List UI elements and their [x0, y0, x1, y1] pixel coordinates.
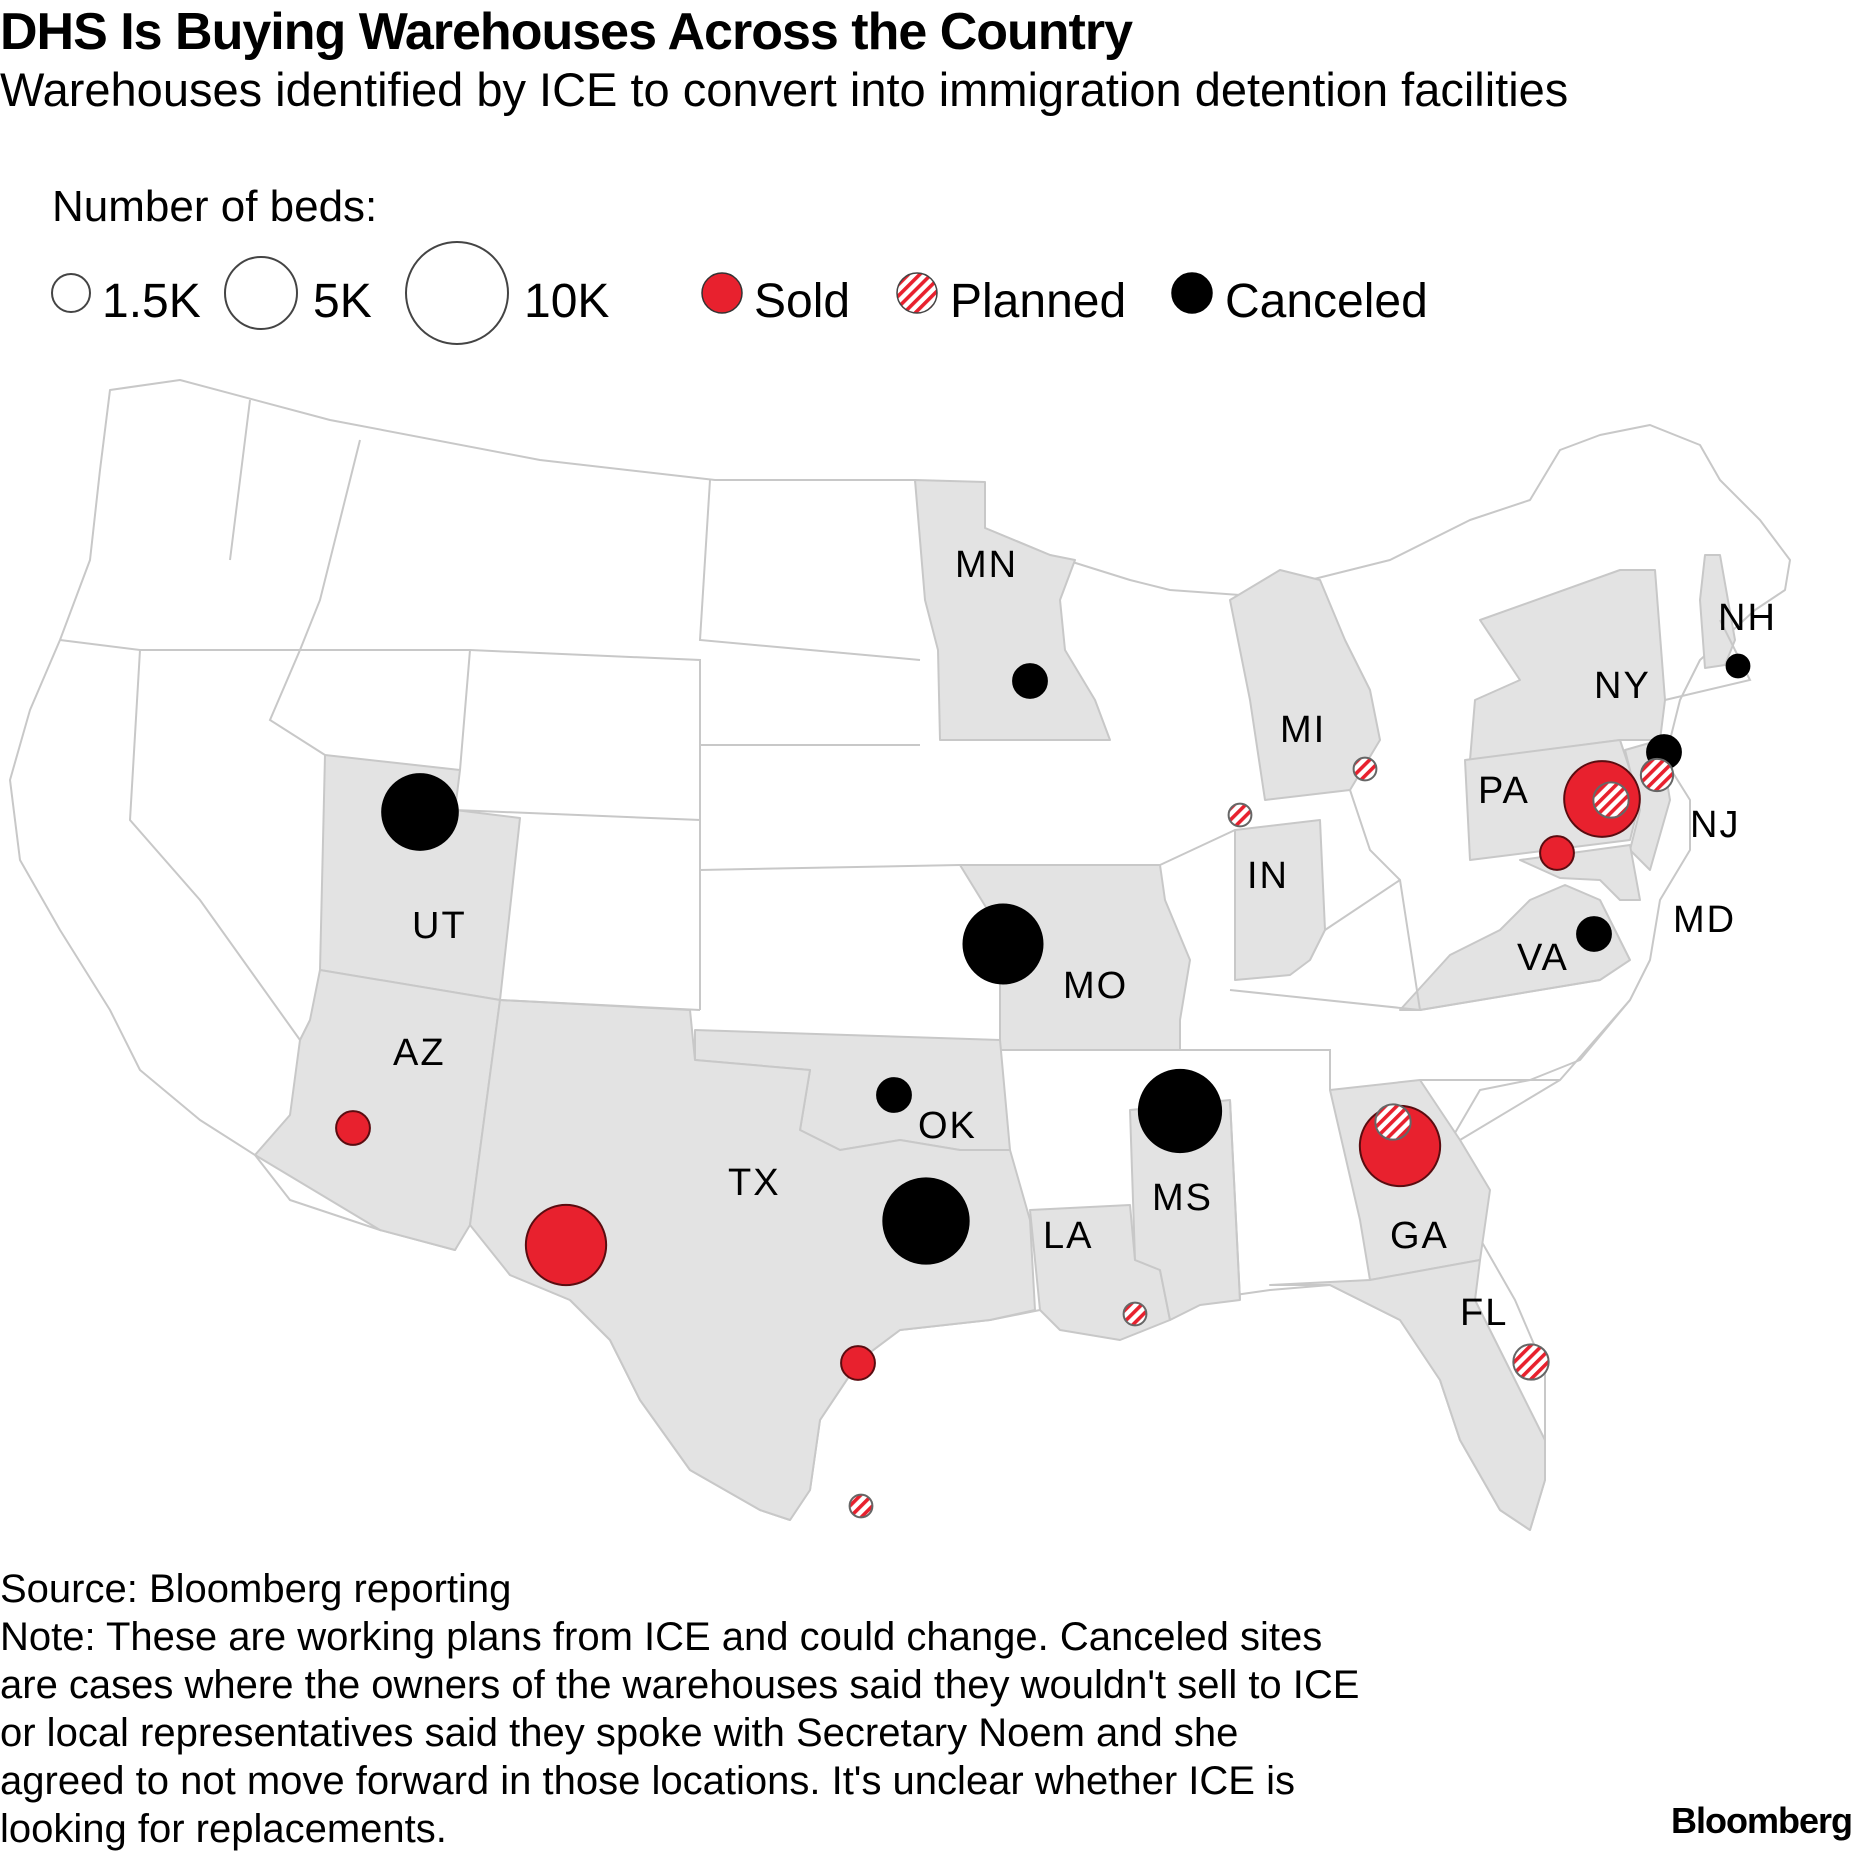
state-label-nh: NH [1718, 597, 1777, 639]
legend-size-small-circle [51, 273, 91, 313]
source-note: Source: Bloomberg reporting [0, 1567, 512, 1611]
site-marker-planned-tx [848, 1493, 874, 1519]
state-borders [59, 399, 1752, 1301]
site-marker-sold-md [1539, 835, 1575, 871]
site-marker-planned-pa [1592, 781, 1630, 819]
chart-title: DHS Is Buying Warehouses Across the Coun… [0, 3, 1133, 61]
state-label-ut: UT [412, 905, 467, 947]
site-markers [335, 653, 1751, 1519]
site-marker-sold-tx [840, 1345, 876, 1381]
legend-size-title: Number of beds: [52, 182, 378, 231]
state-label-mn: MN [955, 544, 1018, 586]
state-label-ga: GA [1390, 1215, 1449, 1257]
state-tx [469, 999, 1036, 1521]
legend-planned-label: Planned [950, 275, 1127, 328]
site-marker-canceled-mn [1012, 663, 1048, 699]
legend-size-small-label: 1.5K [102, 275, 201, 328]
note-line: or local representatives said they spoke… [0, 1711, 1239, 1755]
state-label-in: IN [1247, 855, 1289, 897]
state-label-fl: FL [1460, 1292, 1508, 1334]
state-label-ny: NY [1594, 665, 1651, 707]
site-marker-planned-fl [1512, 1343, 1550, 1381]
legend-sold-label: Sold [754, 275, 851, 328]
state-label-va: VA [1517, 937, 1569, 979]
site-marker-sold-tx [524, 1203, 608, 1287]
state-mi [1229, 569, 1381, 801]
state-ny [1469, 569, 1666, 761]
site-marker-planned-mi [1352, 756, 1378, 782]
state-label-la: LA [1043, 1215, 1093, 1257]
state-label-pa: PA [1478, 770, 1530, 812]
legend-symbols [51, 241, 1213, 345]
state-label-ok: OK [918, 1105, 977, 1147]
site-marker-canceled-tx [882, 1177, 970, 1265]
legend-canceled-swatch [1171, 272, 1213, 314]
legend-size-medium-label: 5K [313, 275, 372, 328]
site-marker-planned-la [1122, 1301, 1148, 1327]
note-line: are cases where the owners of the wareho… [0, 1663, 1360, 1707]
site-marker-sold-az [335, 1110, 371, 1146]
chart-subtitle: Warehouses identified by ICE to convert … [0, 63, 1569, 116]
site-marker-canceled-ok [876, 1077, 912, 1113]
state-labels: MN NH NY MI PA NJ IN UT MD VA MO AZ OK T… [393, 544, 1777, 1334]
bloomberg-logo: Bloomberg [1670, 1800, 1853, 1841]
site-marker-planned-in [1227, 802, 1253, 828]
site-marker-canceled-ms [1137, 1068, 1223, 1154]
state-fl [1269, 1259, 1546, 1531]
legend-size-medium-circle [224, 256, 298, 330]
site-marker-planned-ga [1374, 1103, 1412, 1141]
us-map: MN NH NY MI PA NJ IN UT MD VA MO AZ OK T… [9, 379, 1791, 1531]
state-mn [914, 479, 1111, 741]
site-marker-canceled-va [1576, 916, 1612, 952]
legend: 1.5K 5K 10K Sold Planned Canceled [0, 230, 1500, 370]
state-label-nj: NJ [1690, 804, 1740, 846]
site-marker-canceled-mo [962, 903, 1044, 985]
legend-size-large-label: 10K [524, 275, 610, 328]
state-label-mi: MI [1280, 709, 1326, 751]
state-label-az: AZ [393, 1032, 446, 1074]
footer: Source: Bloomberg reporting Note: These … [0, 1565, 1540, 1853]
state-label-ms: MS [1152, 1177, 1213, 1219]
state-nh [1699, 554, 1736, 669]
state-in [1234, 819, 1326, 981]
note-line: Note: These are working plans from ICE a… [0, 1615, 1323, 1659]
legend-size-large-circle [405, 241, 509, 345]
state-label-tx: TX [728, 1162, 781, 1204]
note-line: agreed to not move forward in those loca… [0, 1759, 1295, 1803]
legend-planned-swatch [896, 272, 938, 314]
site-marker-canceled-nh [1725, 653, 1751, 679]
note-line: looking for replacements. [0, 1807, 447, 1851]
legend-sold-swatch [701, 272, 743, 314]
state-label-md: MD [1673, 899, 1736, 941]
state-label-mo: MO [1063, 965, 1128, 1007]
site-marker-canceled-ut [381, 773, 459, 851]
site-marker-planned-nj [1639, 757, 1675, 793]
legend-canceled-label: Canceled [1225, 275, 1428, 328]
